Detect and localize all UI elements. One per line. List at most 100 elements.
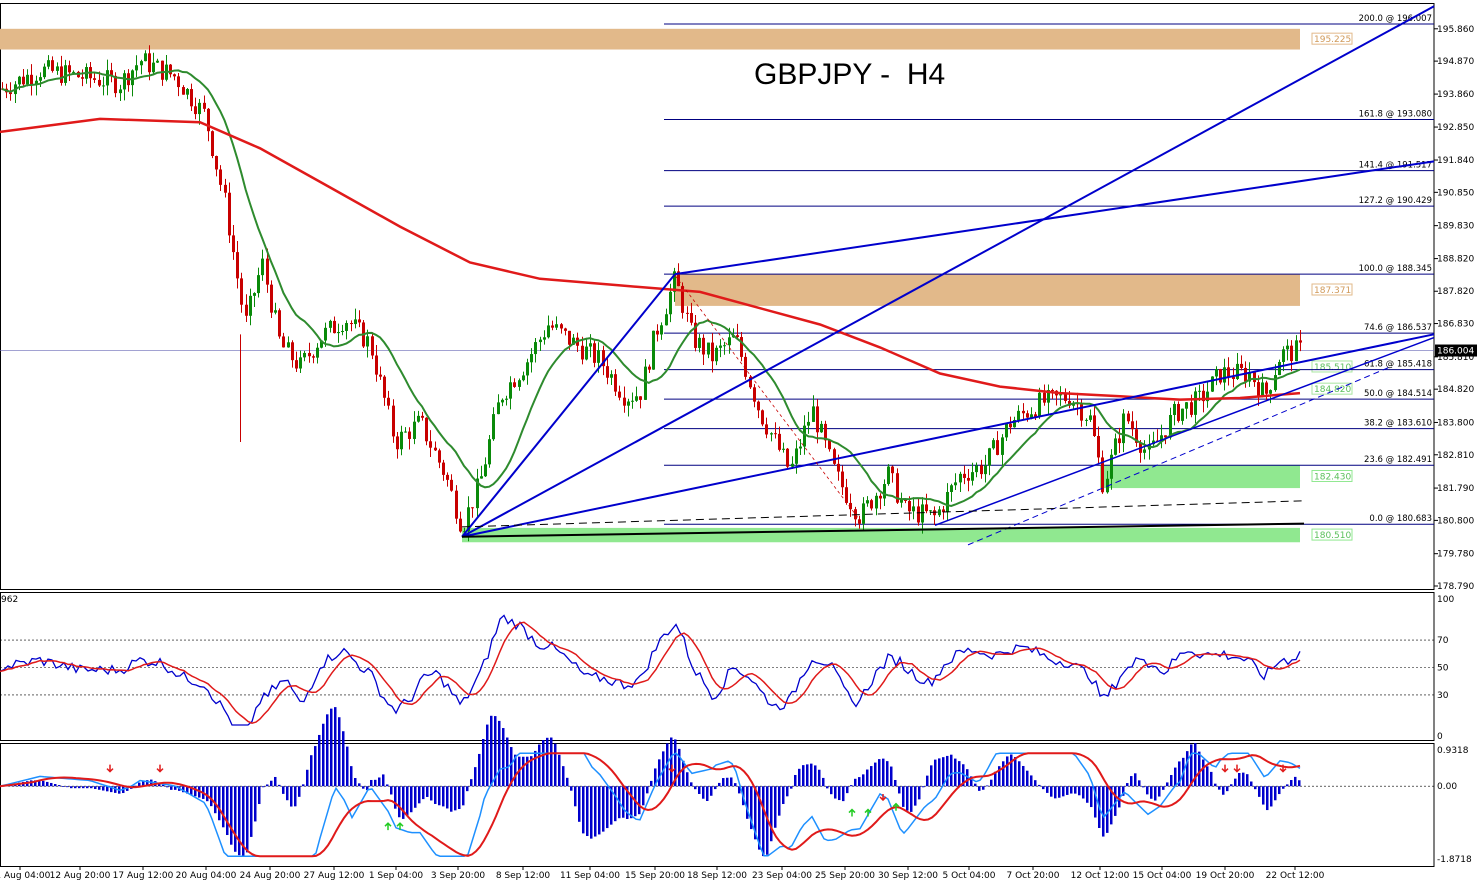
macd-hist-bar bbox=[366, 786, 369, 791]
candle-body bbox=[1143, 449, 1146, 453]
channel-upper-line bbox=[461, 5, 1435, 538]
macd-hist-bar bbox=[1242, 772, 1245, 787]
macd-hist-bar bbox=[566, 777, 569, 787]
candle-body bbox=[341, 330, 344, 333]
candle-body bbox=[652, 330, 655, 370]
candle-body bbox=[749, 376, 752, 388]
channel-mid-line bbox=[674, 160, 1435, 276]
pullback-dotted-line bbox=[674, 275, 861, 521]
base-line bbox=[461, 522, 1305, 538]
macd-hist-bar bbox=[1050, 786, 1053, 797]
macd-hist-bar bbox=[350, 766, 353, 787]
fib-label: 100.0 @ 188.345 bbox=[1359, 264, 1432, 274]
candle-body bbox=[1169, 414, 1172, 438]
candle-body bbox=[1190, 402, 1193, 415]
macd-hist-bar bbox=[562, 766, 565, 787]
candle-body bbox=[555, 324, 558, 328]
macd-hist-bar bbox=[550, 737, 553, 787]
macd-hist-bar bbox=[194, 786, 197, 797]
macd-hist-bar bbox=[286, 786, 289, 801]
macd-hist-bar bbox=[1038, 784, 1041, 787]
macd-hist-bar bbox=[650, 780, 653, 787]
fib-label: 200.0 @ 196.007 bbox=[1359, 14, 1432, 24]
buy-arrow bbox=[848, 808, 856, 817]
zone-label-box bbox=[1311, 382, 1353, 395]
candle-body bbox=[1114, 438, 1117, 455]
macd-hist-bar bbox=[514, 754, 517, 787]
candle-body bbox=[392, 405, 395, 437]
macd-hist-bar bbox=[110, 786, 113, 793]
macd-hist-bar bbox=[1198, 751, 1201, 787]
candle-body bbox=[320, 340, 323, 348]
price-tick-label: 187.820 bbox=[1437, 287, 1474, 297]
candle-body bbox=[1001, 437, 1004, 455]
candle-body bbox=[26, 74, 29, 85]
candle-body bbox=[1005, 423, 1008, 438]
candle-body bbox=[740, 337, 743, 357]
macd-hist-bar bbox=[1078, 786, 1081, 796]
candle-body bbox=[665, 314, 668, 326]
candle-body bbox=[698, 337, 701, 348]
candle-body bbox=[849, 502, 852, 510]
macd-hist-bar bbox=[462, 786, 465, 806]
time-tick-label: 11 Aug 04:00 bbox=[0, 871, 51, 881]
macd-hist-bar bbox=[182, 786, 185, 793]
time-tick-label: 24 Aug 20:00 bbox=[240, 871, 301, 881]
candle-body bbox=[1034, 414, 1037, 417]
macd-hist-bar bbox=[50, 782, 53, 787]
macd-hist-bar bbox=[62, 786, 65, 787]
time-tick-label: 25 Sep 20:00 bbox=[815, 871, 875, 881]
macd-hist-bar bbox=[630, 786, 633, 819]
macd-axis-label: -1.8718 bbox=[1437, 855, 1472, 865]
macd-hist-bar bbox=[1154, 786, 1157, 801]
macd-hist-bar bbox=[966, 769, 969, 787]
macd-hist-bar bbox=[74, 786, 77, 789]
candle-body bbox=[450, 479, 453, 491]
candle-body bbox=[761, 410, 764, 425]
candle-body bbox=[144, 53, 147, 62]
candle-body bbox=[1038, 392, 1041, 417]
candle-body bbox=[131, 70, 134, 86]
candle-body bbox=[753, 387, 756, 402]
rsi-axis-label: 0 bbox=[1437, 732, 1443, 742]
candle-body bbox=[728, 337, 731, 346]
candle-body bbox=[1265, 382, 1268, 394]
candle-body bbox=[870, 500, 873, 509]
candle-body bbox=[858, 519, 861, 524]
macd-hist-bar bbox=[830, 786, 833, 795]
macd-hist-bar bbox=[1034, 780, 1037, 787]
candle-body bbox=[182, 87, 185, 95]
fib-label: 38.2 @ 183.610 bbox=[1364, 419, 1432, 429]
macd-hist-bar bbox=[790, 786, 793, 789]
macd-hist-bar bbox=[174, 786, 177, 790]
candle-body bbox=[938, 509, 941, 516]
candle-body bbox=[757, 401, 760, 411]
candle-body bbox=[543, 337, 546, 340]
main-panel-frame bbox=[0, 3, 1435, 590]
macd-hist-bar bbox=[890, 766, 893, 787]
candle-body bbox=[635, 396, 638, 401]
candle-body bbox=[1282, 349, 1285, 362]
macd-hist-bar bbox=[382, 774, 385, 787]
time-tick-label: 22 Oct 12:00 bbox=[1266, 871, 1325, 881]
candle-body bbox=[278, 310, 281, 337]
candle-body bbox=[198, 102, 201, 115]
candle-body bbox=[18, 76, 21, 85]
candle-body bbox=[585, 346, 588, 360]
zone-label-box bbox=[1311, 528, 1353, 541]
macd-hist-bar bbox=[842, 786, 845, 802]
candle-body bbox=[1013, 420, 1016, 428]
macd-hist-bar bbox=[322, 723, 325, 787]
macd-hist-bar bbox=[78, 786, 81, 789]
candle-body bbox=[564, 328, 567, 331]
macd-hist-bar bbox=[850, 785, 853, 787]
candle-body bbox=[1253, 372, 1256, 383]
buy-arrow bbox=[384, 822, 392, 831]
macd-hist-bar bbox=[466, 786, 469, 792]
candle-body bbox=[324, 327, 327, 341]
candle-body bbox=[177, 76, 180, 88]
zone-label-box bbox=[1311, 360, 1353, 373]
macd-hist-bar bbox=[250, 786, 253, 837]
macd-hist-bar bbox=[726, 777, 729, 787]
macd-hist-bar bbox=[838, 786, 841, 801]
